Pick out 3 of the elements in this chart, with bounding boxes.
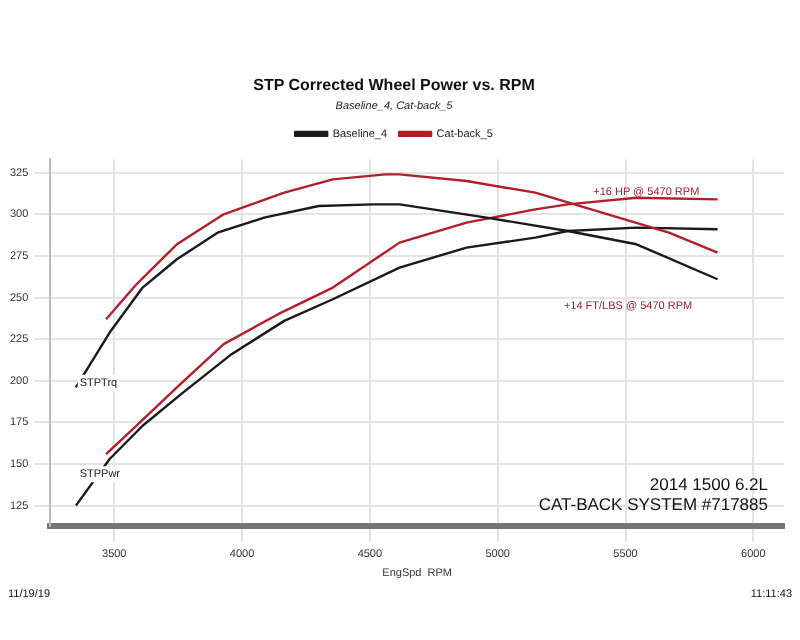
annotation: CAT-BACK SYSTEM #717885 <box>538 494 769 515</box>
chart-title: STP Corrected Wheel Power vs. RPM <box>253 76 536 95</box>
annotation: 2014 1500 6.2L <box>649 474 769 495</box>
